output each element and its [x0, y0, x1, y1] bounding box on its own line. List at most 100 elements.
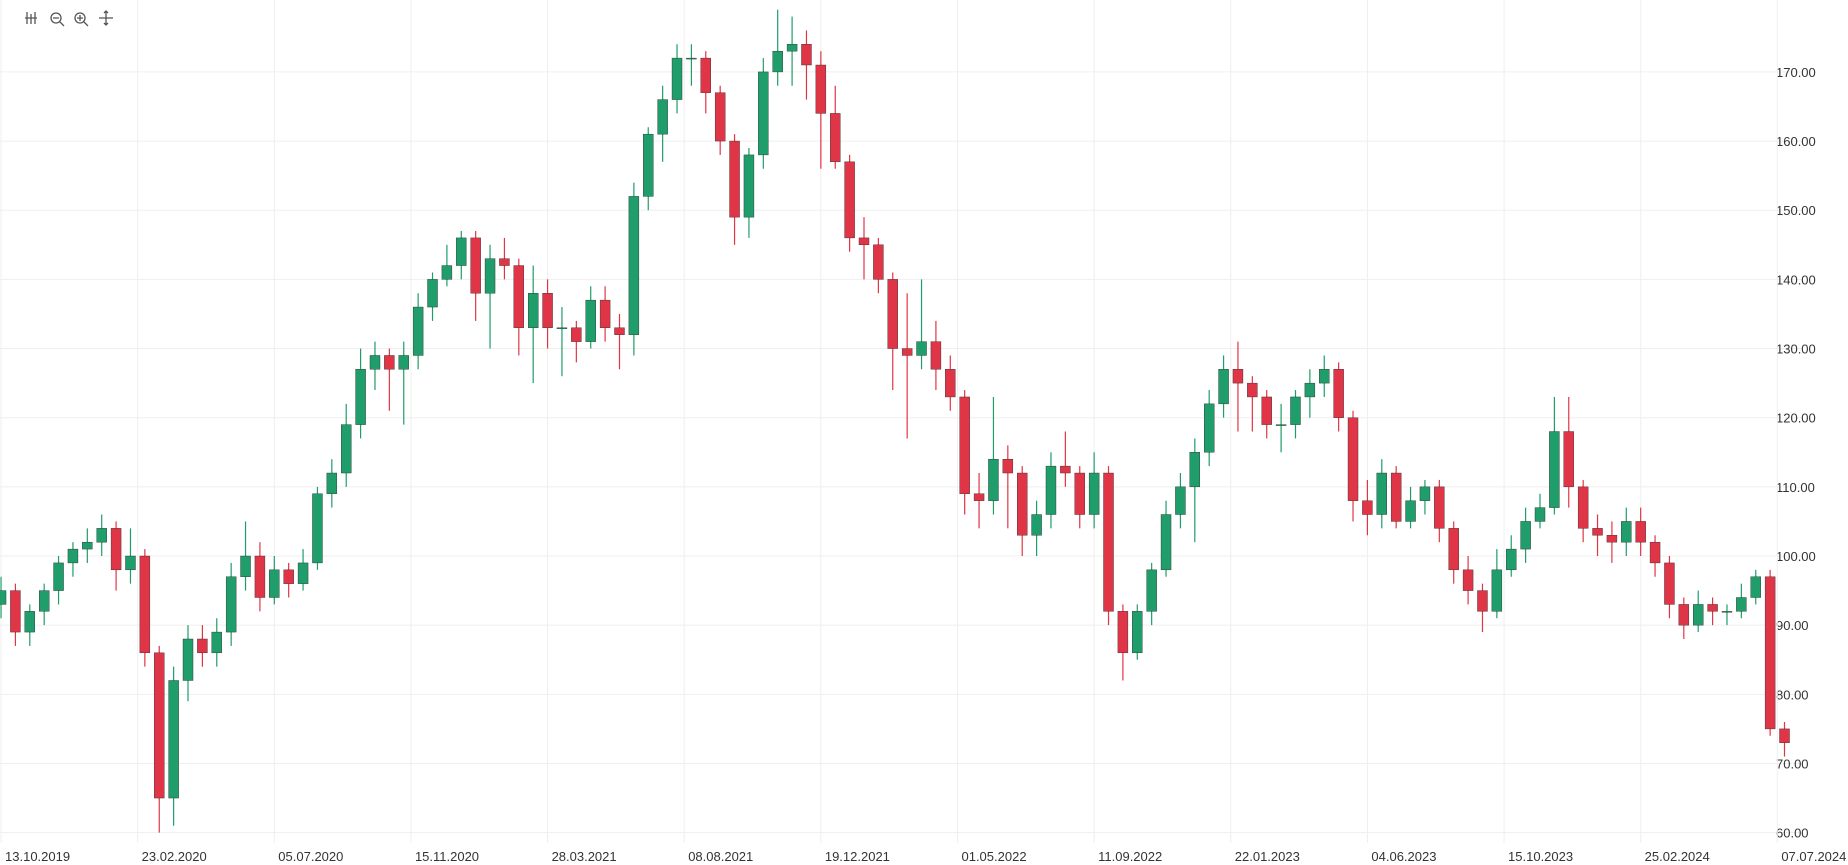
candle-body — [110, 528, 122, 571]
x-tick-label: 23.02.2020 — [142, 849, 207, 864]
candle-body — [614, 327, 625, 335]
x-tick-label: 28.03.2021 — [552, 849, 617, 864]
candle-body — [1592, 528, 1603, 536]
candle-body — [801, 44, 812, 66]
candle-body — [1103, 472, 1114, 612]
indicators-button[interactable] — [25, 12, 37, 24]
y-tick-label: 150.00 — [1776, 203, 1816, 218]
x-tick-label: 05.07.2020 — [278, 849, 343, 864]
y-tick-label: 170.00 — [1776, 65, 1816, 80]
candle-body — [714, 92, 726, 142]
candle-body — [959, 396, 970, 494]
candle-body — [1189, 452, 1201, 488]
candle-body — [916, 341, 927, 356]
candle-body — [10, 590, 21, 633]
candle-body — [1290, 396, 1301, 425]
candle-body — [758, 71, 769, 156]
candle-body — [1721, 611, 1733, 613]
candle-body — [154, 652, 165, 799]
candle-body — [1563, 431, 1574, 488]
candle-body — [700, 57, 711, 93]
toolbar — [25, 10, 113, 27]
candle-body — [1534, 507, 1546, 522]
zoom-in-button[interactable] — [74, 12, 89, 27]
candle-body — [988, 458, 999, 501]
candle-body — [729, 140, 740, 218]
y-tick-label: 70.00 — [1776, 756, 1809, 771]
candle-body — [1247, 382, 1258, 398]
candle-body — [1390, 472, 1402, 522]
candle-body — [1074, 472, 1085, 515]
candle-body — [168, 680, 179, 799]
candle-body — [182, 638, 194, 681]
candle-body — [484, 258, 496, 294]
candle-body — [1132, 611, 1143, 654]
candle-body — [139, 555, 151, 654]
candle-body — [355, 369, 366, 425]
x-tick-label: 08.08.2021 — [688, 849, 753, 864]
candle-body — [283, 569, 294, 584]
y-tick-label: 130.00 — [1776, 342, 1816, 357]
candle-body — [1347, 417, 1359, 501]
x-tick-label: 07.07.2024 — [1781, 849, 1846, 864]
candle-body — [499, 258, 510, 266]
candle-body — [1002, 458, 1014, 474]
candle-body — [412, 306, 424, 356]
candle-body — [1477, 590, 1488, 612]
candle-body — [556, 327, 568, 329]
candle-body — [643, 133, 654, 197]
candle-body — [1031, 514, 1042, 536]
candle-body — [1606, 535, 1618, 543]
candle-body — [1621, 521, 1632, 543]
candle-body — [1275, 424, 1287, 426]
x-tick-label: 15.10.2023 — [1508, 849, 1573, 864]
x-tick-label: 04.06.2023 — [1371, 849, 1436, 864]
x-tick-label: 25.02.2024 — [1645, 849, 1710, 864]
candle-body — [1261, 396, 1272, 425]
y-tick-label: 90.00 — [1776, 618, 1809, 633]
y-tick-label: 100.00 — [1776, 549, 1816, 564]
x-tick-label: 11.09.2022 — [1098, 849, 1162, 864]
candle-body — [1333, 369, 1344, 418]
candle-body — [1218, 369, 1229, 405]
candle-body — [326, 472, 338, 494]
candle-body — [1764, 576, 1776, 730]
candle-body — [38, 590, 50, 612]
candle-body — [254, 555, 266, 598]
x-tick-label: 19.12.2021 — [825, 849, 890, 864]
candle-body — [1635, 521, 1646, 543]
candle-body — [858, 237, 870, 246]
candle-body — [1649, 541, 1661, 564]
candle-body — [887, 279, 898, 349]
candle-body — [772, 50, 783, 73]
candle-body — [542, 293, 553, 328]
candle-body — [945, 369, 956, 398]
candle-body — [456, 237, 467, 266]
candle-body — [1491, 569, 1503, 612]
candle-body — [1736, 597, 1747, 612]
candle-body — [0, 590, 7, 605]
candle-body — [470, 237, 481, 294]
candle-body — [427, 279, 438, 308]
candle-body — [1146, 569, 1157, 612]
candle-body — [269, 569, 280, 598]
candle-body — [1117, 611, 1129, 654]
candle-body — [844, 161, 855, 239]
candle-body — [197, 638, 208, 654]
y-tick-label: 60.00 — [1776, 826, 1809, 841]
candle-body — [1678, 604, 1690, 626]
candle-body — [82, 541, 93, 550]
candle-body — [225, 576, 237, 633]
candle-body — [1060, 465, 1071, 474]
candle-body — [1045, 465, 1057, 515]
candle-body — [53, 562, 64, 591]
candle-body — [1549, 431, 1560, 508]
pan-button[interactable] — [99, 10, 113, 26]
candle-body — [1017, 472, 1028, 536]
candle-body — [1779, 728, 1790, 743]
candle-body — [513, 265, 525, 328]
zoom-out-button[interactable] — [50, 12, 65, 27]
y-tick-label: 120.00 — [1776, 411, 1816, 426]
candle-body — [441, 265, 453, 280]
candle-body — [1520, 521, 1531, 550]
